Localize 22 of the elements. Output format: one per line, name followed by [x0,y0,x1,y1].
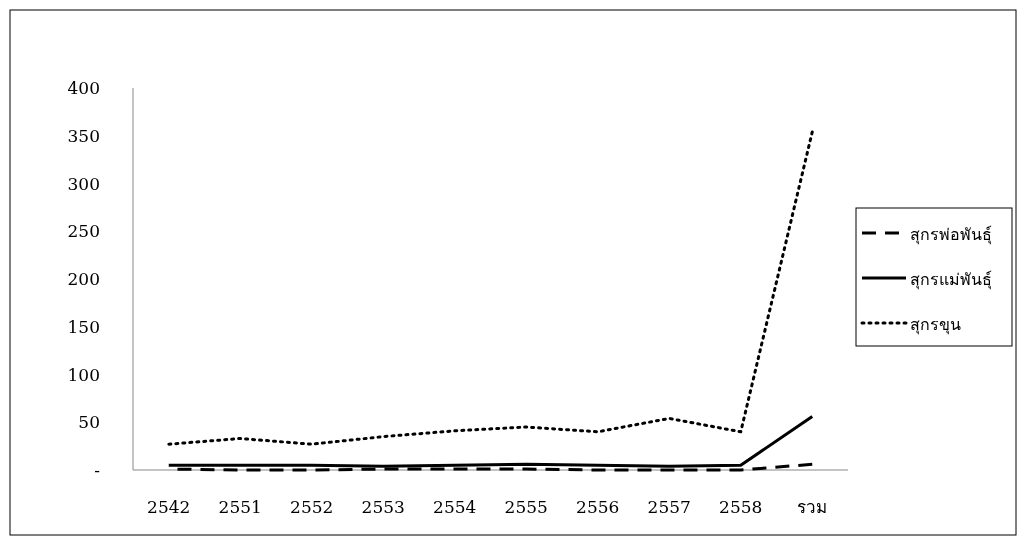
legend-label: สุกรแม่พันธุ์ [910,270,992,290]
y-tick-label: 50 [78,412,100,433]
x-tick-label: 2554 [433,497,477,517]
x-tick-label: 2542 [147,497,191,517]
y-tick-label: 250 [67,221,100,242]
x-tick-label: 2558 [719,497,763,517]
x-tick-label: 2556 [576,497,620,517]
y-tick-label: 400 [67,78,100,98]
x-tick-label: 2552 [290,497,334,517]
y-tick-label: 200 [67,269,100,289]
x-tick-label: 2551 [218,497,262,517]
x-tick-label: 2553 [361,497,405,517]
y-tick-label: 300 [67,173,100,194]
y-tick-label: 150 [67,316,100,337]
legend-label: สุกรพ่อพันธุ์ [910,225,992,245]
y-tick-label: - [94,460,100,480]
x-tick-label: 2557 [647,497,691,517]
y-tick-label: 100 [67,364,100,385]
legend-label: สุกรขุน [910,315,961,335]
x-tick-label: 2555 [504,497,548,517]
y-tick-label: 350 [67,125,100,146]
x-tick-label: รวม [797,497,828,517]
